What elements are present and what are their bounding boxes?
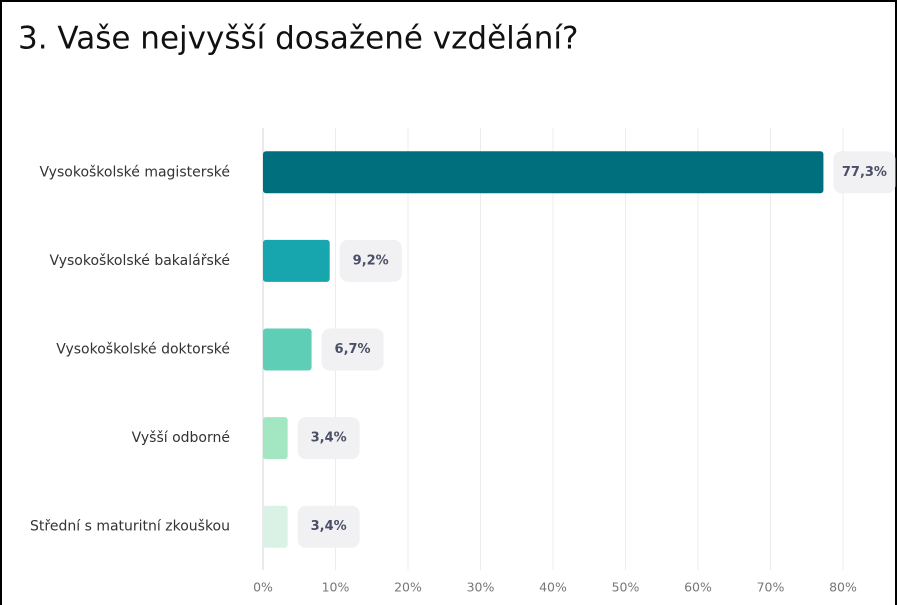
x-tick-label: 50% bbox=[612, 580, 640, 595]
x-tick-label: 30% bbox=[467, 580, 495, 595]
value-label: 3,4% bbox=[311, 519, 347, 534]
value-label-pill bbox=[321, 328, 384, 371]
x-tick-label: 80% bbox=[829, 580, 857, 595]
value-label-pill bbox=[297, 505, 360, 548]
chart-title: 3. Vaše nejvyšší dosažené vzdělání? bbox=[18, 21, 579, 57]
x-tick-label: 40% bbox=[539, 580, 567, 595]
x-tick-label: 20% bbox=[394, 580, 422, 595]
value-label: 9,2% bbox=[353, 253, 389, 268]
bar bbox=[263, 417, 288, 460]
bar bbox=[263, 239, 330, 282]
value-label: 77,3% bbox=[842, 165, 887, 180]
category-label: Vyšší odborné bbox=[132, 430, 230, 446]
bar bbox=[263, 328, 312, 371]
bar bbox=[263, 151, 824, 194]
x-tick-label: 70% bbox=[757, 580, 785, 595]
value-label-pill bbox=[833, 151, 896, 194]
category-label: Vysokoškolské magisterské bbox=[39, 164, 230, 180]
x-tick-label: 10% bbox=[322, 580, 350, 595]
value-label-pill bbox=[297, 417, 360, 460]
category-label: Střední s maturitní zkouškou bbox=[30, 519, 230, 535]
bar bbox=[263, 505, 288, 548]
x-tick-label: 0% bbox=[253, 580, 273, 595]
value-label: 3,4% bbox=[311, 431, 347, 446]
x-tick-label: 60% bbox=[684, 580, 712, 595]
value-label: 6,7% bbox=[335, 342, 371, 357]
value-label-pill bbox=[339, 239, 402, 282]
category-label: Vysokoškolské doktorské bbox=[56, 342, 230, 358]
category-label: Vysokoškolské bakalářské bbox=[50, 253, 231, 269]
